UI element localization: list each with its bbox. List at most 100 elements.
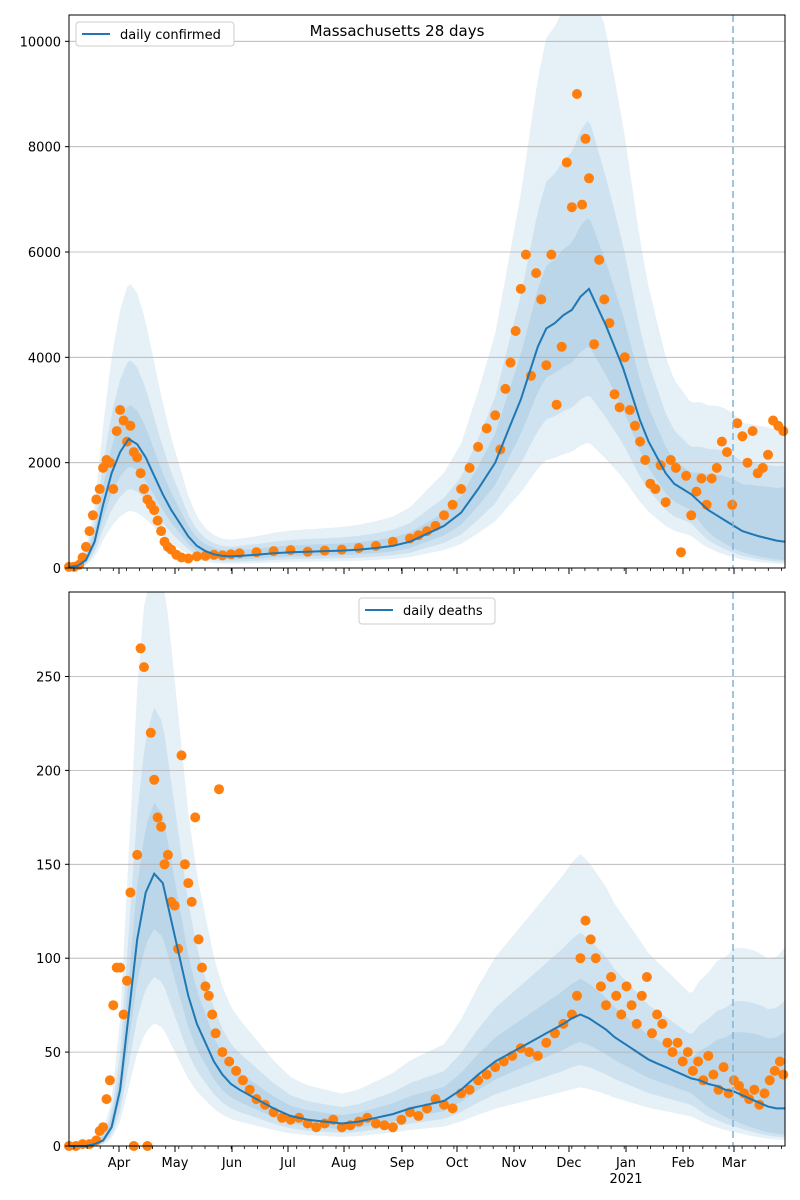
deaths-data-point xyxy=(319,1118,330,1129)
confirmed-data-point xyxy=(580,133,591,144)
deaths-data-point xyxy=(647,1028,657,1039)
deaths-data-point xyxy=(769,1065,780,1076)
confirmed-data-point xyxy=(727,499,738,510)
deaths-panel: 0 50 100 150 200 250 Apr May Jun Jul Aug Sep Oct Nov… xyxy=(36,591,789,1187)
confirmed-data-point xyxy=(515,283,526,294)
deaths-data-point xyxy=(626,1000,637,1011)
deaths-data-point xyxy=(145,727,156,738)
confirmed-y-tick-label: 10000 xyxy=(20,35,61,50)
deaths-data-point xyxy=(677,1056,688,1067)
confirmed-data-point xyxy=(763,449,773,460)
confirmed-data-point xyxy=(696,473,707,484)
confirmed-data-point xyxy=(546,249,557,260)
confirmed-data-point xyxy=(599,294,610,305)
deaths-data-point xyxy=(135,643,146,654)
confirmed-band-0 xyxy=(69,15,785,568)
deaths-data-point xyxy=(749,1084,760,1095)
deaths-data-point xyxy=(139,662,149,673)
confirmed-y-tick-label: 2000 xyxy=(28,457,61,472)
deaths-data-point xyxy=(708,1069,719,1080)
confirmed-data-point xyxy=(732,418,743,429)
confirmed-data-point xyxy=(614,402,625,413)
confirmed-data-point xyxy=(722,447,732,458)
confirmed-data-point xyxy=(630,420,640,431)
confirmed-data-point xyxy=(584,173,594,184)
confirmed-data-point xyxy=(104,457,115,468)
confirmed-data-point xyxy=(191,551,202,562)
deaths-data-point xyxy=(590,953,601,964)
deaths-data-point xyxy=(186,896,197,907)
confirmed-data-point xyxy=(505,357,516,368)
deaths-data-point xyxy=(156,821,167,832)
deaths-data-point xyxy=(687,1065,698,1076)
confirmed-legend-label: daily confirmed xyxy=(120,28,221,43)
deaths-data-point xyxy=(621,981,632,992)
confirmed-data-point xyxy=(660,497,671,508)
confirmed-data-point xyxy=(98,462,109,473)
confirmed-data-point xyxy=(589,339,600,350)
confirmed-data-point xyxy=(747,426,758,437)
confirmed-data-point xyxy=(447,499,458,510)
confirmed-data-point xyxy=(490,410,501,421)
x-tick-label: Mar xyxy=(722,1156,747,1171)
confirmed-y-axis: 0 2000 4000 6000 8000 10000 xyxy=(20,35,69,577)
confirmed-data-point xyxy=(686,510,697,521)
confirmed-data-point xyxy=(561,157,572,168)
deaths-data-point xyxy=(447,1103,458,1114)
deaths-y-tick-label: 200 xyxy=(36,764,61,779)
deaths-data-point xyxy=(176,750,187,761)
confirmed-y-tick-label: 4000 xyxy=(28,351,61,366)
confirmed-data-point xyxy=(711,462,722,473)
confirmed-data-point xyxy=(135,468,146,479)
deaths-trend-line xyxy=(69,871,785,1147)
confirmed-y-tick-label: 0 xyxy=(53,562,61,577)
deaths-data-point xyxy=(718,1062,729,1073)
confirmed-y-tick-label: 8000 xyxy=(28,141,61,156)
confirmed-data-point xyxy=(665,455,676,465)
deaths-data-point xyxy=(572,990,582,1001)
deaths-data-point xyxy=(101,1094,112,1105)
deaths-data-point xyxy=(104,1075,115,1086)
deaths-data-point xyxy=(115,962,126,973)
deaths-data-point xyxy=(606,972,617,982)
confirmed-data-point xyxy=(681,470,692,481)
confirmed-data-point xyxy=(139,484,149,494)
deaths-data-point xyxy=(183,878,194,889)
x-tick-label: Apr xyxy=(108,1156,131,1171)
deaths-data-point xyxy=(162,849,173,860)
confirmed-data-point xyxy=(84,526,95,537)
deaths-legend-label: daily deaths xyxy=(403,604,483,619)
deaths-data-point xyxy=(118,1009,129,1020)
deaths-data-point xyxy=(159,859,170,870)
confirmed-trend-line xyxy=(68,287,786,568)
deaths-data-point xyxy=(575,953,586,964)
confirmed-band-1 xyxy=(69,121,785,568)
deaths-data-point xyxy=(193,934,204,945)
x-tick-label: Aug xyxy=(331,1156,356,1171)
confirmed-data-point xyxy=(464,462,475,473)
confirmed-data-point xyxy=(387,536,398,547)
confirmed-data-point xyxy=(577,199,588,210)
x-tick-label: Feb xyxy=(671,1156,694,1171)
deaths-data-point xyxy=(125,887,136,898)
deaths-data-point xyxy=(210,1028,221,1039)
deaths-uncertainty-bands xyxy=(69,592,785,1146)
x-tick-label: Oct xyxy=(446,1156,468,1171)
deaths-data-point xyxy=(734,1080,744,1091)
confirmed-data-point xyxy=(500,383,511,394)
deaths-data-point xyxy=(203,990,214,1001)
confirmed-data-point xyxy=(108,484,119,494)
confirmed-data-point xyxy=(132,452,143,463)
deaths-data-point xyxy=(703,1050,714,1061)
confirmed-data-point xyxy=(285,545,296,556)
confirmed-data-point xyxy=(619,352,630,363)
confirmed-data-point xyxy=(670,462,681,473)
confirmed-data-point xyxy=(81,541,91,552)
deaths-data-point xyxy=(652,1009,663,1020)
confirmed-plot-frame xyxy=(68,14,786,569)
deaths-data-point xyxy=(379,1120,390,1131)
confirmed-x-axis xyxy=(73,568,782,574)
deaths-data-point xyxy=(636,990,647,1001)
x-tick-label: May xyxy=(162,1156,189,1171)
deaths-data-point xyxy=(190,812,201,823)
